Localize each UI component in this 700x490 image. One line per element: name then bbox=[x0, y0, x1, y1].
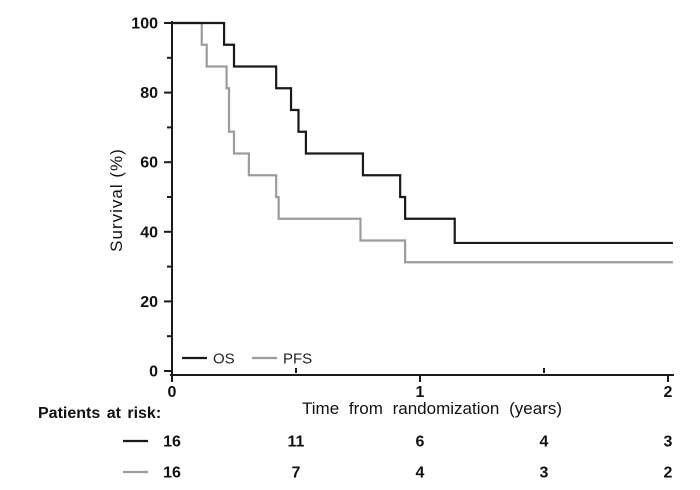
risk-count-os-t1: 6 bbox=[416, 434, 425, 451]
y-tick-label: 80 bbox=[140, 85, 158, 102]
risk-count-os-t0: 16 bbox=[163, 434, 181, 451]
y-tick-label: 60 bbox=[140, 155, 158, 172]
legend-label-os: OS bbox=[213, 351, 235, 368]
patients-at-risk-table: Patients at risk: 16 11 6 4 3 16 7 4 3 2 bbox=[38, 405, 673, 482]
risk-count-pfs-t1: 4 bbox=[416, 465, 425, 482]
x-axis-label: Time from randomization (years) bbox=[302, 399, 562, 418]
risk-count-os-t0.5: 11 bbox=[288, 434, 305, 451]
y-tick-label: 100 bbox=[131, 16, 158, 33]
series-pfs-curve bbox=[172, 21, 673, 264]
risk-count-pfs-t0: 16 bbox=[163, 465, 181, 482]
axes: 0 20 40 60 80 100 0 1 2 bbox=[131, 16, 674, 401]
risk-count-pfs-t1.5: 3 bbox=[540, 465, 549, 482]
y-tick-label: 0 bbox=[149, 364, 158, 381]
x-tick-label: 0 bbox=[168, 384, 177, 401]
x-tick-label: 2 bbox=[664, 384, 673, 401]
risk-count-os-t1.5: 4 bbox=[540, 434, 549, 451]
risk-count-pfs-t2: 2 bbox=[664, 465, 673, 482]
legend-label-pfs: PFS bbox=[283, 351, 312, 368]
risk-count-pfs-t0.5: 7 bbox=[292, 465, 301, 482]
y-axis-label: Survival (%) bbox=[107, 148, 126, 252]
risk-table-title: Patients at risk: bbox=[38, 405, 161, 422]
x-tick-label: 1 bbox=[416, 384, 425, 401]
y-tick-label: 40 bbox=[140, 224, 158, 241]
y-tick-label: 20 bbox=[140, 294, 158, 311]
curves bbox=[172, 21, 673, 264]
series-os-curve bbox=[172, 21, 673, 245]
risk-count-os-t2: 3 bbox=[664, 434, 673, 451]
legend: OS PFS bbox=[182, 351, 312, 368]
